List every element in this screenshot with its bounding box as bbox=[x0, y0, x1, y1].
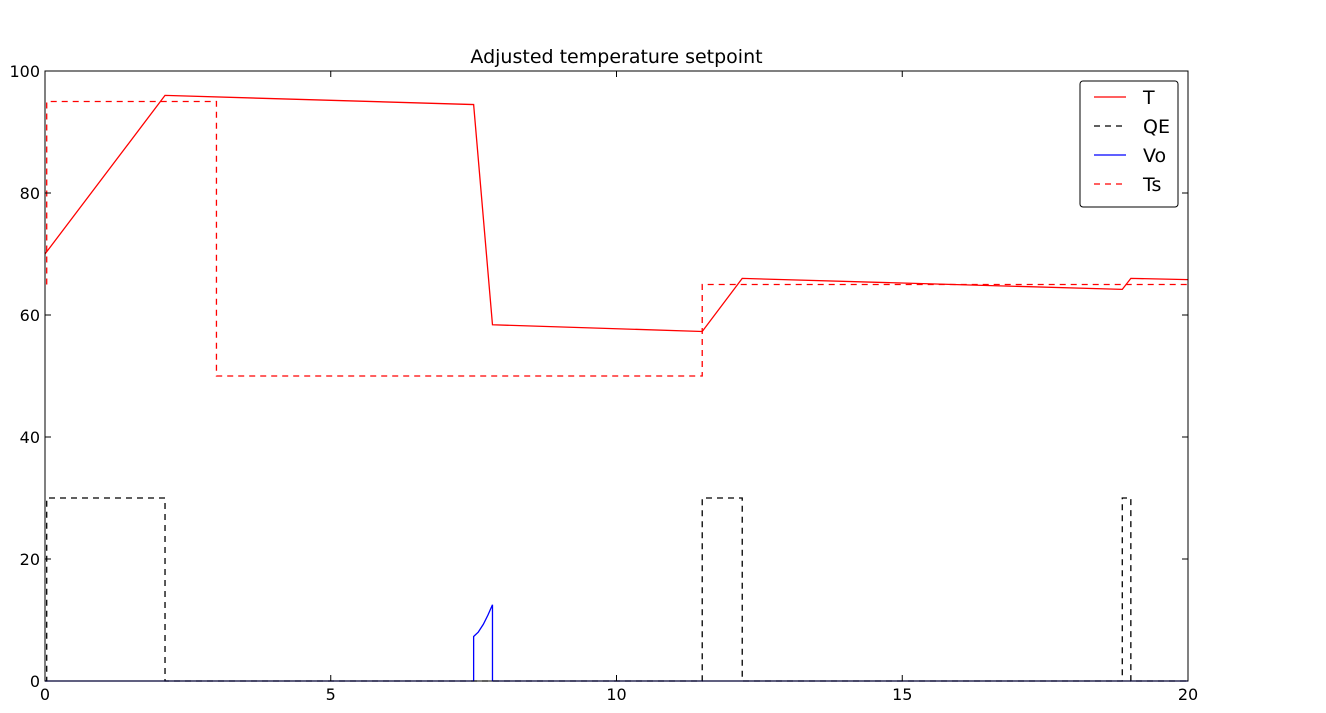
legend-box bbox=[1079, 80, 1179, 208]
x-tick-label: 20 bbox=[1178, 685, 1198, 704]
y-tick-label: 80 bbox=[20, 184, 40, 203]
chart-title: Adjusted temperature setpoint bbox=[470, 46, 762, 68]
legend-label-qe: QE bbox=[1143, 116, 1170, 138]
series-layer bbox=[44, 94, 1189, 682]
legend-label-ts: Ts bbox=[1142, 174, 1161, 196]
y-tick-label: 100 bbox=[9, 62, 40, 81]
x-tick-label: 15 bbox=[892, 685, 912, 704]
y-tick-label: 20 bbox=[20, 550, 40, 569]
ticks-layer: 0 5 10 15 20 0 20 40 60 80 100 bbox=[9, 62, 1198, 704]
x-tick-label: 5 bbox=[326, 685, 336, 704]
y-tick-label: 0 bbox=[30, 672, 40, 691]
x-tick-label: 10 bbox=[606, 685, 626, 704]
series-line-vo bbox=[45, 604, 1188, 682]
y-tick-label: 40 bbox=[20, 428, 40, 447]
series-line-qe bbox=[45, 497, 1188, 682]
series-line-ts bbox=[46, 100, 1188, 377]
x-tick-label: 0 bbox=[40, 685, 50, 704]
legend-label-vo: Vo bbox=[1143, 145, 1166, 167]
y-tick-label: 60 bbox=[20, 306, 40, 325]
legend-label-t: T bbox=[1142, 87, 1155, 109]
legend: T QE Vo Ts bbox=[1079, 80, 1179, 208]
